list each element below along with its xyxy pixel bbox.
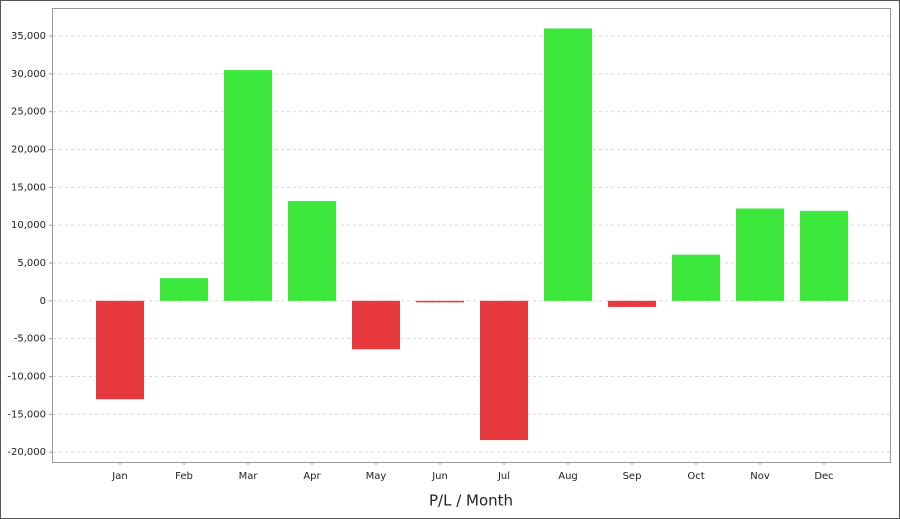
y-tick-label: 30,000 (11, 69, 46, 80)
x-tick-label: May (366, 471, 387, 482)
x-tick-label: Mar (239, 471, 259, 482)
x-tick-label: Dec (814, 471, 833, 482)
bar (800, 210, 848, 301)
x-tick-label: Jun (431, 471, 448, 482)
bar (544, 28, 592, 301)
x-tick-label: Feb (175, 471, 193, 482)
y-tick-label: 20,000 (11, 144, 46, 155)
y-tick-label: 10,000 (11, 220, 46, 231)
y-tick-label: 15,000 (11, 182, 46, 193)
bar (480, 300, 528, 441)
bar (224, 70, 272, 301)
x-axis-title: P/L / Month (429, 492, 513, 510)
y-tick-label: -10,000 (7, 371, 46, 382)
x-tick-label: Jan (111, 471, 127, 482)
y-tick-label: -20,000 (7, 447, 46, 458)
x-tick-label: Sep (623, 471, 642, 482)
y-tick-label: 35,000 (11, 31, 46, 42)
bar (288, 200, 336, 301)
bar (160, 278, 208, 301)
y-tick-label: 5,000 (17, 258, 46, 269)
bar (736, 208, 784, 301)
y-tick-label: -15,000 (7, 409, 46, 420)
bar (416, 300, 464, 303)
y-tick-label: -5,000 (14, 334, 46, 345)
bar (608, 300, 656, 307)
y-tick-label: 25,000 (11, 107, 46, 118)
bar (352, 300, 400, 350)
bar (672, 254, 720, 301)
bar (96, 300, 144, 400)
x-tick-label: Oct (687, 471, 704, 482)
x-tick-label: Jul (497, 471, 510, 482)
x-tick-label: Aug (558, 471, 578, 482)
x-tick-label: Nov (750, 471, 770, 482)
y-tick-label: 0 (40, 296, 46, 307)
x-tick-label: Apr (303, 471, 321, 482)
